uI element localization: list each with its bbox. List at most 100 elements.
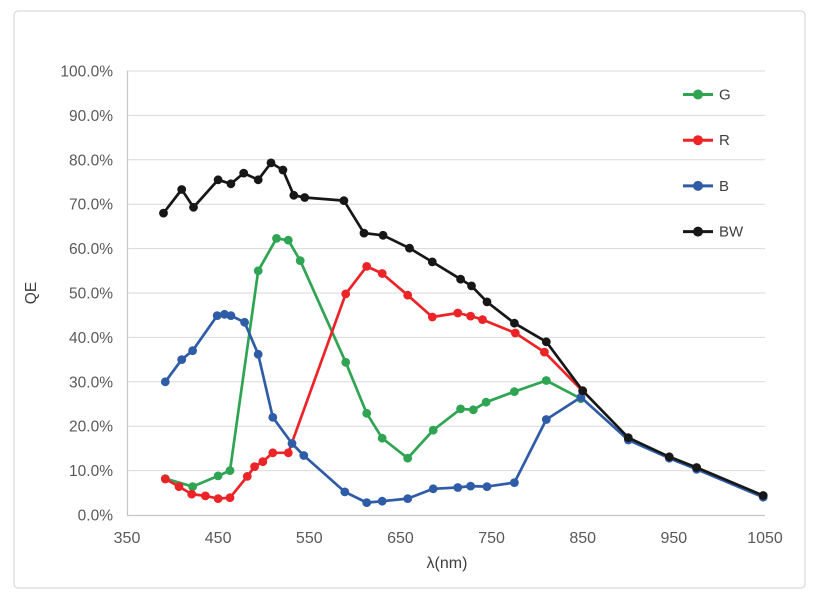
series-B-marker: [428, 484, 438, 494]
series-G-marker: [283, 235, 293, 245]
series-G-marker: [362, 408, 372, 418]
series-R-marker: [242, 472, 252, 481]
series-B-marker: [377, 496, 387, 506]
series-R-marker: [341, 289, 351, 299]
y-tick-label: 40.0%: [69, 330, 113, 347]
series-R-marker: [427, 312, 437, 322]
x-tick-labels: 350 450 550 650 750 850 950 1050: [114, 530, 783, 547]
series-BW: [159, 158, 768, 500]
gridlines: [127, 70, 765, 472]
series-R-marker: [403, 290, 413, 300]
legend-item-G: G: [683, 87, 731, 104]
series-R-marker: [160, 474, 170, 484]
series-R-marker: [283, 448, 293, 458]
series-R-marker: [201, 491, 210, 501]
series-R-marker: [174, 482, 184, 491]
series-G-marker: [225, 466, 235, 475]
series-BW-marker: [159, 208, 168, 218]
series-B-marker: [287, 439, 297, 448]
axes: [126, 71, 765, 517]
series-BW-marker: [482, 297, 492, 307]
y-tick-label: 80.0%: [69, 152, 113, 169]
series-BW-marker: [289, 190, 299, 200]
series-B-marker: [226, 311, 236, 320]
series-BW-marker: [226, 179, 236, 189]
series-G-marker: [403, 453, 413, 463]
series-B-marker: [510, 478, 519, 487]
series-BW-marker: [278, 165, 288, 175]
series-BW-marker: [427, 257, 437, 267]
series-BW-marker: [510, 318, 519, 328]
series-G-marker: [213, 471, 223, 481]
legend-label-BW: BW: [719, 224, 744, 241]
series-G-marker: [341, 357, 351, 367]
series-BW-marker: [266, 158, 276, 168]
series-B-marker: [576, 392, 586, 402]
series-R-marker: [258, 457, 268, 467]
series-BW-marker: [541, 337, 551, 347]
legend: G R B BW: [683, 87, 744, 241]
series-B-marker: [212, 311, 222, 320]
series-R-marker: [478, 315, 487, 324]
legend-label-R: R: [719, 132, 730, 149]
series-B-marker: [188, 346, 198, 356]
x-tick-label: 850: [569, 530, 596, 547]
series-B-marker: [160, 377, 170, 387]
series-B-marker: [541, 415, 551, 424]
legend-marker-R: [693, 135, 703, 146]
series-B-marker: [453, 483, 463, 492]
series-R-marker: [213, 494, 223, 503]
y-tick-label: 0.0%: [78, 508, 114, 525]
series-G-marker: [510, 387, 519, 396]
x-tick-label: 1050: [747, 530, 783, 547]
series-BW-marker: [405, 243, 414, 253]
series-R-marker: [466, 311, 475, 321]
series-BW-marker: [359, 228, 369, 238]
x-tick-label: 350: [114, 530, 141, 547]
legend-marker-BW: [693, 226, 703, 237]
series-G-marker: [468, 405, 478, 415]
y-tick-label: 20.0%: [69, 419, 113, 436]
series-BW-marker: [189, 202, 198, 212]
series-G-marker: [481, 397, 491, 407]
series-B-marker: [240, 317, 250, 327]
y-tick-label: 70.0%: [69, 197, 113, 214]
series-BW-marker: [578, 386, 588, 396]
series-R-line: [163, 265, 585, 500]
series-B-marker: [362, 498, 372, 507]
series-G-marker: [253, 266, 263, 276]
series-R-marker: [510, 328, 520, 338]
legend-item-BW: BW: [683, 224, 744, 241]
series-G-line: [163, 237, 583, 488]
series-R-marker: [225, 493, 235, 503]
series-B-marker: [466, 481, 475, 491]
y-axis-title: QE: [23, 282, 40, 304]
series-G-marker: [428, 425, 438, 435]
series-G-marker: [541, 376, 551, 385]
series-R-marker: [377, 269, 387, 278]
series-R-marker: [362, 262, 372, 271]
series-BW-marker: [692, 463, 701, 472]
series-R-marker: [250, 462, 259, 471]
series-G-marker: [456, 404, 465, 414]
legend-item-B: B: [683, 178, 729, 195]
x-tick-label: 750: [478, 530, 505, 547]
series-G-marker: [295, 256, 305, 265]
series-BW-marker: [213, 175, 223, 185]
series-BW-marker: [177, 185, 187, 194]
series-group: [159, 158, 768, 507]
series-BW-marker: [378, 230, 388, 240]
series-BW-marker: [664, 452, 674, 462]
chart-border: [13, 10, 806, 589]
x-tick-label: 950: [661, 530, 688, 547]
series-B-marker: [253, 349, 263, 359]
y-tick-label: 50.0%: [69, 286, 113, 303]
series-B-marker: [268, 412, 278, 422]
legend-label-G: G: [719, 87, 731, 104]
y-tick-label: 100.0%: [60, 64, 113, 81]
x-tick-label: 550: [296, 530, 323, 547]
x-axis-title: λ(nm): [427, 555, 468, 572]
series-BW-marker: [456, 274, 465, 284]
